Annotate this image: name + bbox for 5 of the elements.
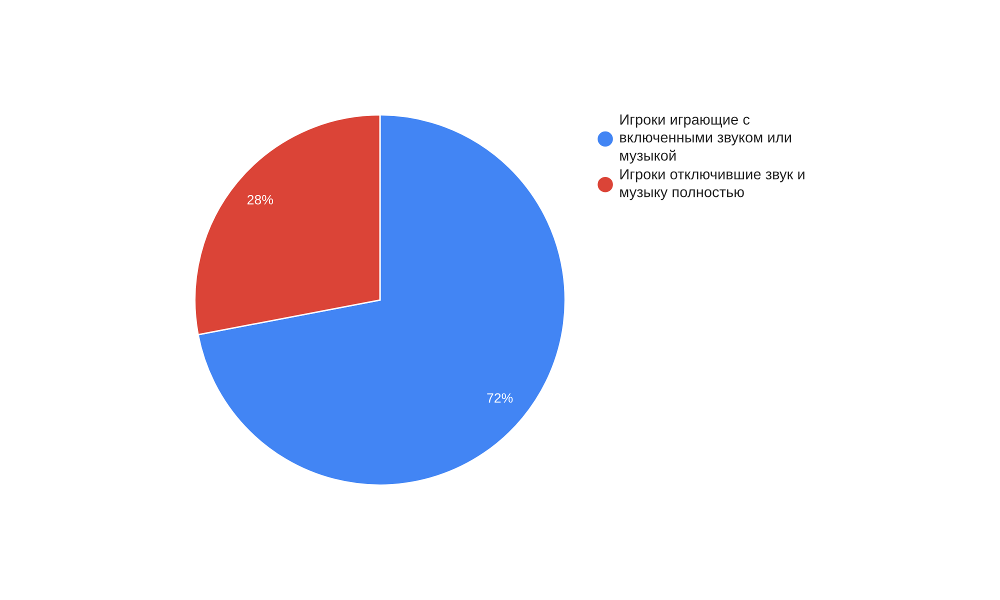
data-label: 28% xyxy=(247,195,274,204)
pie-slice xyxy=(197,114,566,486)
legend-label: Игроки играющие с включенными звуком или музыкой xyxy=(620,114,791,164)
legend-label: Игроки отключившие звук и музыку полностью xyxy=(620,169,804,200)
data-label: 72% xyxy=(487,393,513,403)
